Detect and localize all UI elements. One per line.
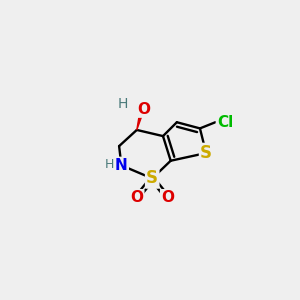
- Text: H: H: [118, 97, 128, 111]
- Polygon shape: [137, 109, 144, 130]
- Text: H: H: [104, 158, 114, 171]
- Text: Cl: Cl: [217, 115, 233, 130]
- Text: O: O: [137, 102, 150, 117]
- Text: O: O: [161, 190, 174, 205]
- Text: N: N: [115, 158, 128, 173]
- Text: S: S: [146, 169, 158, 188]
- Text: O: O: [130, 190, 143, 205]
- Text: S: S: [200, 144, 212, 162]
